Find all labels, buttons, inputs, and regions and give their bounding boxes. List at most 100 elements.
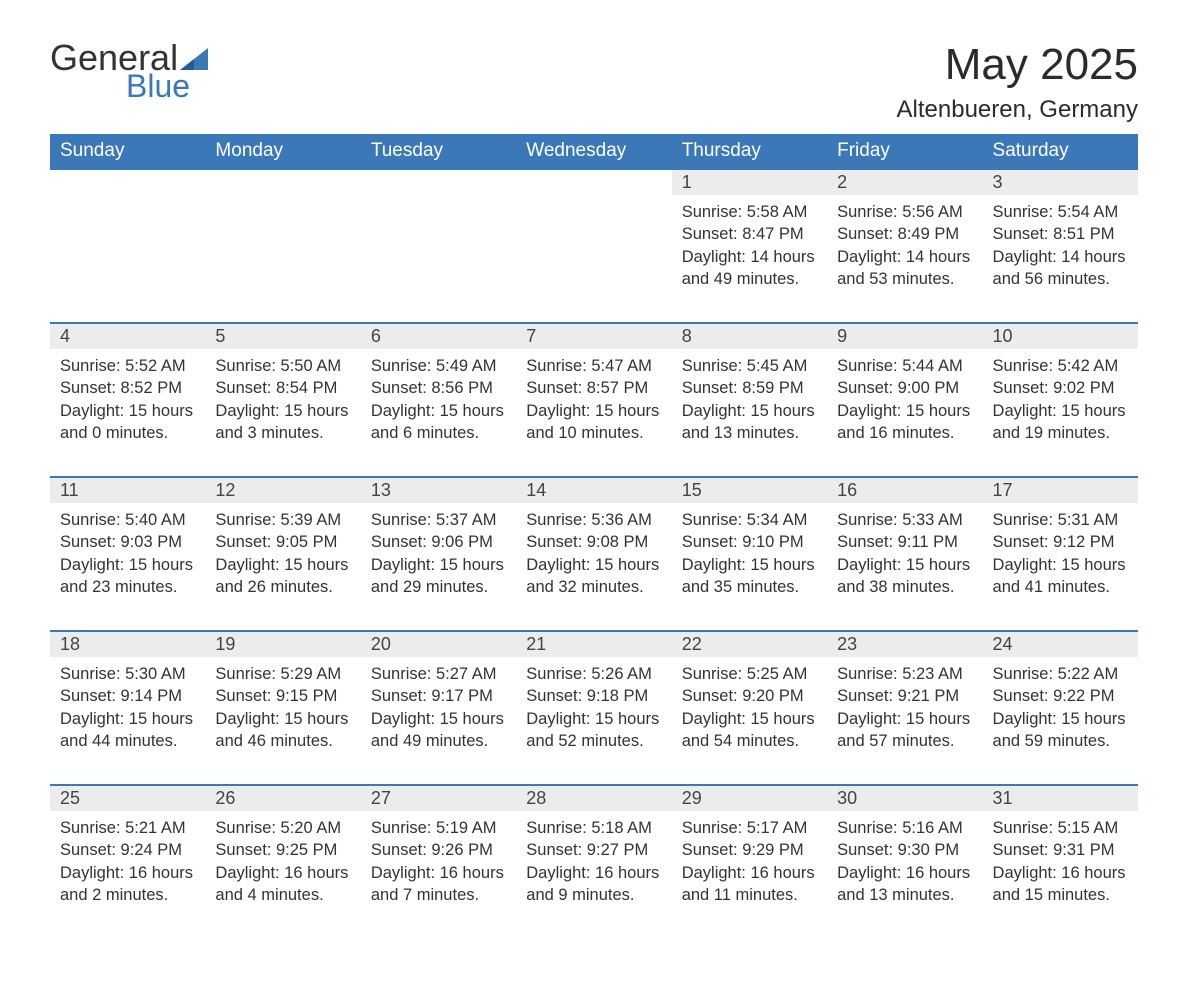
sunrise-text: Sunrise: 5:33 AM — [837, 509, 972, 531]
brand-logo: General Blue — [50, 40, 208, 102]
day-detail-cell: Sunrise: 5:31 AMSunset: 9:12 PMDaylight:… — [983, 503, 1138, 631]
daylight-text: Daylight: 15 hours and 59 minutes. — [993, 708, 1128, 753]
weekday-header: Sunday — [50, 134, 205, 169]
day-number-cell: 2 — [827, 169, 982, 195]
day-detail-cell — [516, 195, 671, 323]
day-number-cell: 31 — [983, 785, 1138, 811]
day-detail-cell: Sunrise: 5:37 AMSunset: 9:06 PMDaylight:… — [361, 503, 516, 631]
sunset-text: Sunset: 8:57 PM — [526, 377, 661, 399]
sunrise-text: Sunrise: 5:26 AM — [526, 663, 661, 685]
sunrise-text: Sunrise: 5:42 AM — [993, 355, 1128, 377]
sunset-text: Sunset: 8:51 PM — [993, 223, 1128, 245]
sunset-text: Sunset: 9:24 PM — [60, 839, 195, 861]
day-number-cell — [50, 169, 205, 195]
calendar-table: Sunday Monday Tuesday Wednesday Thursday… — [50, 134, 1138, 939]
day-detail-cell: Sunrise: 5:39 AMSunset: 9:05 PMDaylight:… — [205, 503, 360, 631]
daylight-text: Daylight: 15 hours and 13 minutes. — [682, 400, 817, 445]
day-number-cell: 24 — [983, 631, 1138, 657]
daylight-text: Daylight: 16 hours and 11 minutes. — [682, 862, 817, 907]
sunset-text: Sunset: 9:29 PM — [682, 839, 817, 861]
page-title: May 2025 — [897, 40, 1138, 90]
daylight-text: Daylight: 16 hours and 15 minutes. — [993, 862, 1128, 907]
daylight-text: Daylight: 16 hours and 7 minutes. — [371, 862, 506, 907]
sunrise-text: Sunrise: 5:15 AM — [993, 817, 1128, 839]
sunrise-text: Sunrise: 5:30 AM — [60, 663, 195, 685]
day-detail-cell: Sunrise: 5:20 AMSunset: 9:25 PMDaylight:… — [205, 811, 360, 939]
day-number-cell — [205, 169, 360, 195]
day-number-cell: 28 — [516, 785, 671, 811]
page-subtitle: Altenbueren, Germany — [897, 96, 1138, 124]
sunrise-text: Sunrise: 5:17 AM — [682, 817, 817, 839]
sunrise-text: Sunrise: 5:36 AM — [526, 509, 661, 531]
header: General Blue May 2025 Altenbueren, Germa… — [50, 40, 1138, 124]
day-detail-cell: Sunrise: 5:16 AMSunset: 9:30 PMDaylight:… — [827, 811, 982, 939]
sunset-text: Sunset: 9:21 PM — [837, 685, 972, 707]
sunset-text: Sunset: 9:27 PM — [526, 839, 661, 861]
sunrise-text: Sunrise: 5:21 AM — [60, 817, 195, 839]
daylight-text: Daylight: 15 hours and 10 minutes. — [526, 400, 661, 445]
sunrise-text: Sunrise: 5:31 AM — [993, 509, 1128, 531]
daylight-text: Daylight: 14 hours and 53 minutes. — [837, 246, 972, 291]
sunset-text: Sunset: 9:18 PM — [526, 685, 661, 707]
daylight-text: Daylight: 15 hours and 3 minutes. — [215, 400, 350, 445]
daylight-text: Daylight: 15 hours and 23 minutes. — [60, 554, 195, 599]
sunrise-text: Sunrise: 5:49 AM — [371, 355, 506, 377]
daylight-text: Daylight: 16 hours and 4 minutes. — [215, 862, 350, 907]
day-detail-cell: Sunrise: 5:29 AMSunset: 9:15 PMDaylight:… — [205, 657, 360, 785]
sunset-text: Sunset: 9:15 PM — [215, 685, 350, 707]
day-detail-cell: Sunrise: 5:23 AMSunset: 9:21 PMDaylight:… — [827, 657, 982, 785]
day-number-cell: 23 — [827, 631, 982, 657]
brand-triangle-icon — [180, 48, 208, 70]
day-number-cell: 18 — [50, 631, 205, 657]
day-number-cell: 7 — [516, 323, 671, 349]
sunset-text: Sunset: 9:14 PM — [60, 685, 195, 707]
sunset-text: Sunset: 8:47 PM — [682, 223, 817, 245]
sunset-text: Sunset: 9:11 PM — [837, 531, 972, 553]
day-number-cell: 12 — [205, 477, 360, 503]
sunrise-text: Sunrise: 5:37 AM — [371, 509, 506, 531]
sunset-text: Sunset: 8:49 PM — [837, 223, 972, 245]
day-detail-cell — [205, 195, 360, 323]
sunrise-text: Sunrise: 5:23 AM — [837, 663, 972, 685]
daynum-row: 45678910 — [50, 323, 1138, 349]
day-number-cell: 5 — [205, 323, 360, 349]
weekday-header: Thursday — [672, 134, 827, 169]
day-number-cell: 11 — [50, 477, 205, 503]
day-number-cell: 8 — [672, 323, 827, 349]
day-number-cell: 1 — [672, 169, 827, 195]
sunrise-text: Sunrise: 5:50 AM — [215, 355, 350, 377]
weekday-header: Saturday — [983, 134, 1138, 169]
day-detail-cell: Sunrise: 5:52 AMSunset: 8:52 PMDaylight:… — [50, 349, 205, 477]
sunset-text: Sunset: 9:00 PM — [837, 377, 972, 399]
sunset-text: Sunset: 9:10 PM — [682, 531, 817, 553]
daylight-text: Daylight: 15 hours and 46 minutes. — [215, 708, 350, 753]
day-number-cell: 14 — [516, 477, 671, 503]
day-detail-cell: Sunrise: 5:49 AMSunset: 8:56 PMDaylight:… — [361, 349, 516, 477]
sunset-text: Sunset: 9:03 PM — [60, 531, 195, 553]
daylight-text: Daylight: 15 hours and 57 minutes. — [837, 708, 972, 753]
day-number-cell: 22 — [672, 631, 827, 657]
day-number-cell: 15 — [672, 477, 827, 503]
day-detail-cell: Sunrise: 5:44 AMSunset: 9:00 PMDaylight:… — [827, 349, 982, 477]
sunrise-text: Sunrise: 5:52 AM — [60, 355, 195, 377]
brand-word-blue: Blue — [126, 70, 190, 102]
sunset-text: Sunset: 9:20 PM — [682, 685, 817, 707]
calendar-body: 123Sunrise: 5:58 AMSunset: 8:47 PMDaylig… — [50, 169, 1138, 939]
daynum-row: 11121314151617 — [50, 477, 1138, 503]
sunset-text: Sunset: 9:30 PM — [837, 839, 972, 861]
sunrise-text: Sunrise: 5:54 AM — [993, 201, 1128, 223]
day-detail-cell: Sunrise: 5:15 AMSunset: 9:31 PMDaylight:… — [983, 811, 1138, 939]
day-detail-cell: Sunrise: 5:42 AMSunset: 9:02 PMDaylight:… — [983, 349, 1138, 477]
calendar-page: General Blue May 2025 Altenbueren, Germa… — [0, 0, 1188, 989]
day-detail-cell: Sunrise: 5:17 AMSunset: 9:29 PMDaylight:… — [672, 811, 827, 939]
daylight-text: Daylight: 15 hours and 26 minutes. — [215, 554, 350, 599]
detail-row: Sunrise: 5:52 AMSunset: 8:52 PMDaylight:… — [50, 349, 1138, 477]
daylight-text: Daylight: 14 hours and 49 minutes. — [682, 246, 817, 291]
detail-row: Sunrise: 5:21 AMSunset: 9:24 PM Daylight:… — [50, 811, 1138, 939]
daylight-text: Daylight: 15 hours and 54 minutes. — [682, 708, 817, 753]
sunrise-text: Sunrise: 5:18 AM — [526, 817, 661, 839]
day-detail-cell: Sunrise: 5:22 AMSunset: 9:22 PMDaylight:… — [983, 657, 1138, 785]
detail-row: Sunrise: 5:30 AMSunset: 9:14 PM Daylight:… — [50, 657, 1138, 785]
sunset-text: Sunset: 9:02 PM — [993, 377, 1128, 399]
day-detail-cell: Sunrise: 5:21 AMSunset: 9:24 PMDaylight:… — [50, 811, 205, 939]
